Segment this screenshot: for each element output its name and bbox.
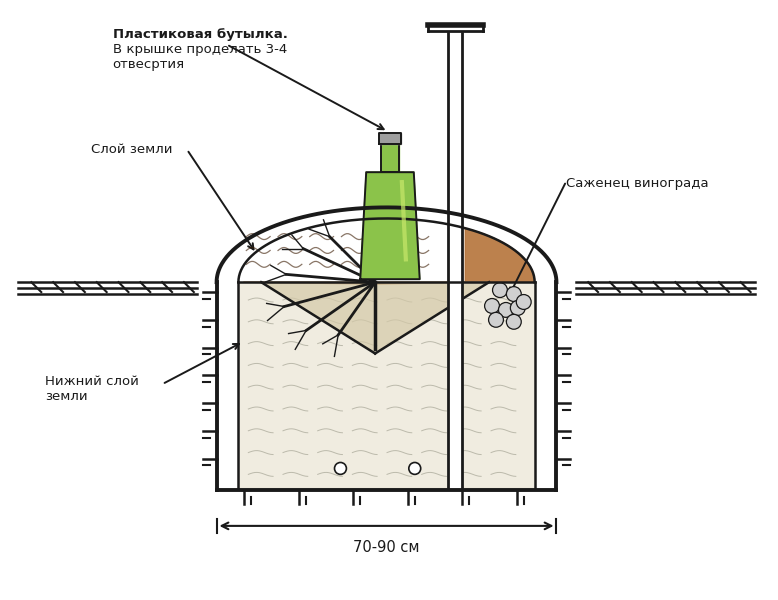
Circle shape (489, 313, 503, 327)
Text: отвесртия: отвесртия (113, 58, 184, 71)
Circle shape (506, 314, 521, 329)
Circle shape (492, 283, 507, 298)
Text: Нижний слой: Нижний слой (45, 375, 139, 388)
Circle shape (517, 295, 531, 310)
Text: Слой земли: Слой земли (91, 143, 172, 156)
Polygon shape (379, 133, 401, 145)
Polygon shape (448, 25, 462, 488)
Polygon shape (381, 145, 399, 172)
Circle shape (335, 463, 346, 475)
Circle shape (510, 301, 525, 316)
Circle shape (485, 299, 499, 313)
Text: земли: земли (45, 389, 88, 403)
Text: Саженец винограда: Саженец винограда (566, 176, 709, 190)
Polygon shape (238, 282, 534, 488)
Text: 70-90 см: 70-90 см (353, 540, 420, 555)
Polygon shape (216, 208, 556, 282)
Circle shape (499, 302, 513, 317)
Circle shape (506, 287, 521, 301)
Polygon shape (244, 228, 534, 284)
Polygon shape (261, 282, 489, 353)
Polygon shape (428, 23, 483, 31)
Polygon shape (238, 218, 534, 282)
Circle shape (408, 463, 421, 475)
Text: В крышке проделать 3-4: В крышке проделать 3-4 (113, 43, 287, 56)
Text: Пластиковая бутылка.: Пластиковая бутылка. (113, 28, 287, 41)
Polygon shape (360, 172, 419, 279)
